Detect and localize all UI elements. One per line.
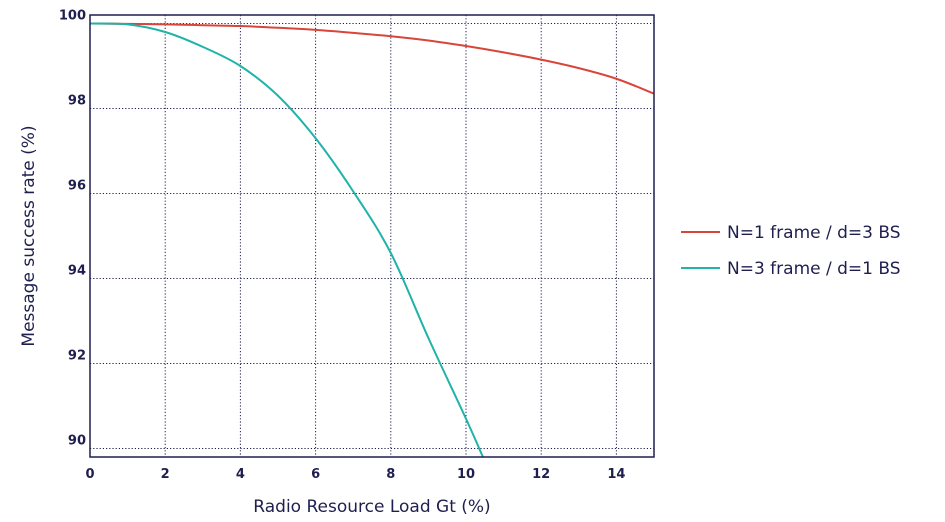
series-line [90,22,484,457]
y-tick-labels: 90 92 94 96 98 100 [59,9,86,449]
grid [90,15,654,457]
x-tick-label: 0 [85,467,94,482]
series-line [90,22,654,95]
x-tick-label: 8 [386,467,395,482]
series-lines [90,22,654,457]
x-tick-label: 2 [161,467,170,482]
x-tick-label: 4 [236,467,245,482]
x-tick-label: 14 [607,467,625,482]
x-axis-title: Radio Resource Load Gt (%) [253,497,490,517]
x-tick-label: 10 [457,467,475,482]
legend-label: N=1 frame / d=3 BS [727,223,901,243]
y-axis-title: Message success rate (%) [19,125,39,346]
x-tick-label: 12 [532,467,550,482]
y-tick-label: 96 [68,179,86,194]
y-tick-label: 100 [59,9,86,24]
y-tick-label: 92 [68,349,86,364]
y-tick-label: 94 [68,264,86,279]
y-tick-label: 98 [68,94,86,109]
plot-frame [89,14,655,458]
x-tick-label: 6 [311,467,320,482]
y-tick-label: 90 [68,434,86,449]
legend-label: N=3 frame / d=1 BS [727,259,901,279]
x-tick-labels: 0 2 4 6 8 10 12 14 [85,467,625,482]
legend: N=1 frame / d=3 BS N=3 frame / d=1 BS [681,223,901,279]
